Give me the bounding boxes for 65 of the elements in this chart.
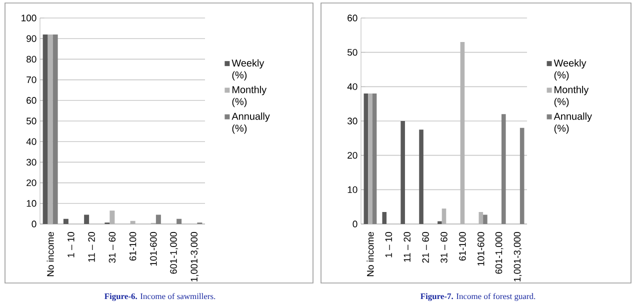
bar	[364, 94, 368, 224]
bar	[483, 214, 488, 224]
y-tick-label: 40	[347, 83, 358, 90]
x-tick-label: 101-600	[478, 232, 484, 266]
bar	[368, 94, 372, 224]
y-tick-label: 10	[26, 200, 36, 207]
y-tick-label: 70	[26, 76, 36, 84]
y-tick-label: 100	[22, 14, 36, 22]
bar	[478, 212, 484, 224]
x-tick-label: 61-100	[129, 232, 136, 261]
bar	[442, 208, 446, 224]
x-tick-label: 101-600	[150, 232, 157, 266]
y-tick-label: 20	[348, 152, 358, 159]
y-tick-label: 60	[348, 14, 358, 22]
x-tick-label: 61-100	[459, 232, 466, 261]
legend-label: Weekly (%)	[232, 59, 264, 80]
y-tick-label: 60	[26, 97, 36, 104]
y-tick-label: 90	[26, 35, 36, 42]
x-tick-label: 601-1,000	[495, 232, 504, 274]
text: Figure-6. Income of sawmillers.	[104, 293, 216, 301]
bar	[42, 34, 48, 224]
x-tick-label: No income	[366, 232, 374, 276]
bar	[130, 220, 136, 224]
y-tick-label: 30	[347, 118, 358, 124]
y-tick-label: 20	[26, 179, 36, 186]
x-tick-label: No income	[46, 232, 54, 276]
bar	[520, 128, 524, 224]
x-tick-label: 11 – 20	[88, 232, 95, 262]
bar	[48, 34, 53, 224]
bar	[501, 114, 506, 224]
x-tick-label: 1 – 10	[68, 232, 74, 258]
legend-label: Annually (%)	[554, 112, 592, 134]
x-tick-label: 31 – 60	[440, 232, 448, 263]
x-tick-label: 601-1,000	[170, 232, 178, 274]
legend-label: Monthly (%)	[232, 86, 267, 108]
bar	[372, 94, 377, 224]
y-tick-label: 50	[348, 48, 358, 56]
x-tick-label: 1,001-3,000	[190, 232, 199, 282]
x-tick-label: 1 – 10	[385, 232, 392, 258]
legend-label: Weekly (%)	[554, 59, 586, 80]
bar	[419, 130, 424, 224]
x-tick-label: 31 – 60	[108, 232, 116, 263]
bar	[460, 42, 465, 224]
x-tick-label: 21 – 60	[422, 232, 429, 263]
y-tick-label: 0	[32, 220, 36, 228]
y-tick-label: 40	[26, 138, 36, 145]
y-tick-label: 30	[26, 158, 36, 166]
bar	[438, 221, 442, 224]
bar	[52, 34, 58, 224]
bar	[400, 121, 405, 224]
x-tick-label: 1,001-3,000	[514, 232, 522, 282]
text: Figure-7. Income of forest guard.	[420, 293, 536, 301]
bar	[382, 212, 387, 224]
y-tick-label: 0	[352, 220, 358, 228]
bar	[110, 210, 115, 224]
y-tick-label: 80	[26, 56, 36, 63]
y-tick-label: 10	[348, 186, 358, 194]
bar	[176, 218, 182, 224]
y-tick-label: 50	[26, 118, 36, 124]
bar	[63, 218, 68, 224]
bar	[84, 214, 90, 224]
legend-label: Monthly (%)	[554, 86, 589, 108]
legend-label: Annually (%)	[232, 112, 270, 134]
bar	[156, 214, 161, 224]
x-tick-label: 11 – 20	[404, 232, 410, 262]
